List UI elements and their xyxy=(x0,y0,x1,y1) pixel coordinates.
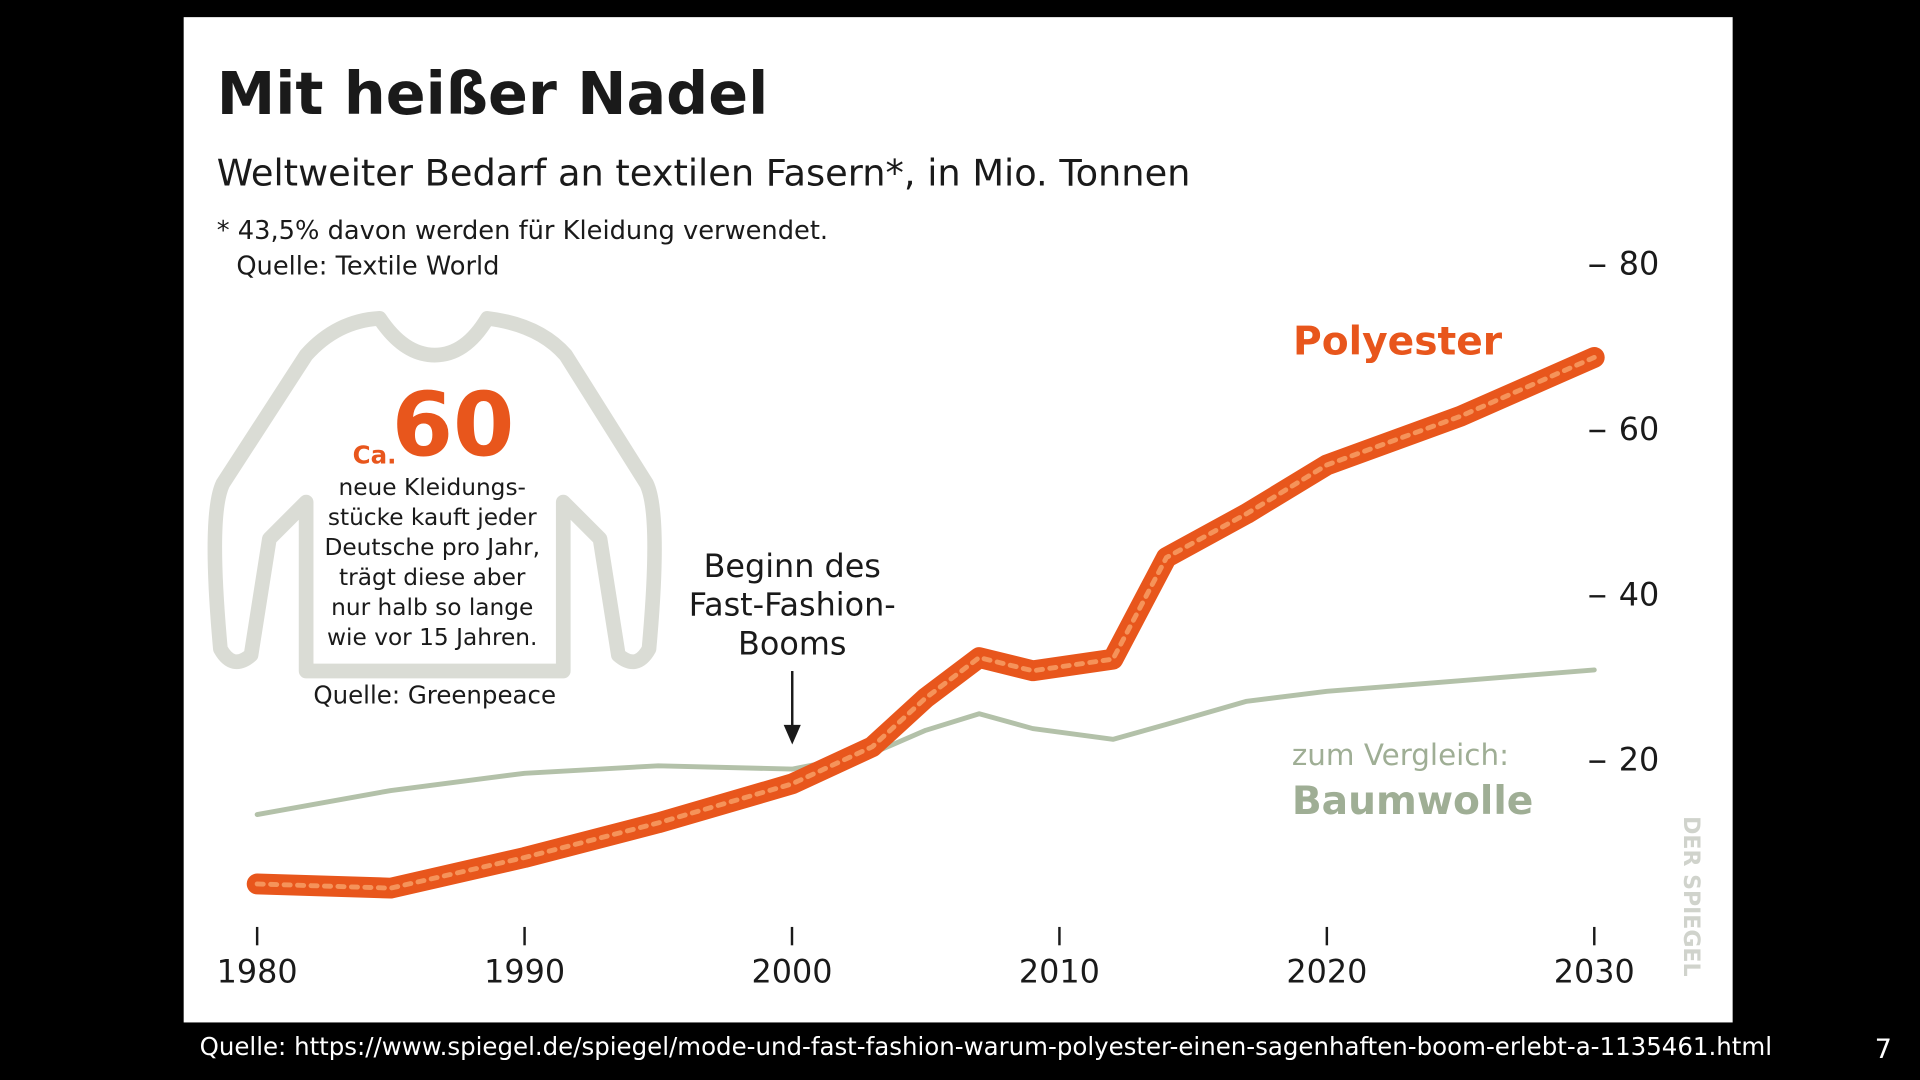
series-line-texture xyxy=(254,354,1597,891)
inset-text: neue Kleidungs-stücke kauft jeder Deutsch… xyxy=(324,474,540,651)
inset-source: Quelle: Greenpeace xyxy=(313,681,556,710)
annotation-line: Beginn des xyxy=(704,547,881,585)
y-tick-label: 20 xyxy=(1619,741,1660,779)
inset-line: neue Kleidungs- xyxy=(339,474,526,501)
x-tick-label: 2030 xyxy=(1554,952,1635,990)
series-line xyxy=(254,667,1597,817)
page-number: 7 xyxy=(1875,1034,1892,1065)
publisher: DER SPIEGEL xyxy=(1678,816,1703,976)
chart-panel xyxy=(183,17,1733,1023)
source: Quelle: Textile World xyxy=(236,251,499,281)
x-tick-label: 2010 xyxy=(1019,952,1100,990)
comparison-label: zum Vergleich: xyxy=(1292,738,1509,772)
sweater-outline xyxy=(207,311,662,679)
legend-label: Baumwolle xyxy=(1292,779,1534,824)
inset-line: nur halb so lange xyxy=(331,594,533,621)
inset-line: stücke kauft jeder xyxy=(328,504,537,531)
y-tick-label: 40 xyxy=(1619,575,1660,613)
slide-source: Quelle: https://www.spiegel.de/spiegel/m… xyxy=(200,1032,1772,1061)
inset-number: 60 xyxy=(392,373,515,476)
inset-line: wie vor 15 Jahren. xyxy=(327,624,537,651)
inset-prefix: Ca. xyxy=(353,441,397,470)
inset-line: trägt diese aber xyxy=(339,564,526,591)
x-tick-label: 1990 xyxy=(484,952,565,990)
legend-label: Polyester xyxy=(1293,320,1503,365)
footnote: * 43,5% davon werden für Kleidung verwen… xyxy=(217,216,828,246)
chart-title: Mit heißer Nadel xyxy=(217,59,768,128)
x-tick-label: 2000 xyxy=(751,952,832,990)
x-tick-label: 2020 xyxy=(1286,952,1367,990)
inset-line: Deutsche pro Jahr, xyxy=(324,534,540,561)
annotation-line: Booms xyxy=(738,624,846,662)
annotation-arrowhead xyxy=(783,724,801,745)
x-tick-label: 1980 xyxy=(217,952,298,990)
annotation-line: Fast-Fashion- xyxy=(689,586,896,624)
chart-subtitle: Weltweiter Bedarf an textilen Fasern*, i… xyxy=(217,152,1191,195)
y-tick-label: 60 xyxy=(1619,410,1660,448)
y-tick-label: 80 xyxy=(1619,245,1660,283)
